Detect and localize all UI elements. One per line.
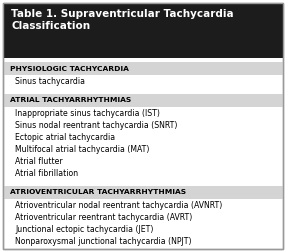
Text: Inappropriate sinus tachycardia (IST): Inappropriate sinus tachycardia (IST) bbox=[15, 109, 160, 117]
Text: ATRIAL TACHYARRHYTHMIAS: ATRIAL TACHYARRHYTHMIAS bbox=[10, 98, 131, 104]
Text: Nonparoxysmal junctional tachycardia (NPJT): Nonparoxysmal junctional tachycardia (NP… bbox=[15, 237, 192, 245]
Text: ATRIOVENTRICULAR TACHYARRHYTHMIAS: ATRIOVENTRICULAR TACHYARRHYTHMIAS bbox=[10, 190, 186, 196]
Bar bbox=[3, 62, 283, 75]
Text: Ectopic atrial tachycardia: Ectopic atrial tachycardia bbox=[15, 133, 115, 142]
Text: Classification: Classification bbox=[11, 21, 90, 31]
Text: Junctional ectopic tachycardia (JET): Junctional ectopic tachycardia (JET) bbox=[15, 225, 153, 234]
Text: Atrioventricular reentrant tachycardia (AVRT): Atrioventricular reentrant tachycardia (… bbox=[15, 212, 192, 222]
Text: Atrial fibrillation: Atrial fibrillation bbox=[15, 169, 78, 177]
Text: Multifocal atrial tachycardia (MAT): Multifocal atrial tachycardia (MAT) bbox=[15, 145, 149, 153]
Text: Sinus nodal reentrant tachycardia (SNRT): Sinus nodal reentrant tachycardia (SNRT) bbox=[15, 120, 177, 130]
Text: Atrial flutter: Atrial flutter bbox=[15, 156, 63, 166]
Text: Sinus tachycardia: Sinus tachycardia bbox=[15, 77, 85, 86]
Bar bbox=[3, 94, 283, 107]
Text: PHYSIOLOGIC TACHYCARDIA: PHYSIOLOGIC TACHYCARDIA bbox=[10, 66, 129, 72]
Text: Atrioventricular nodal reentrant tachycardia (AVNRT): Atrioventricular nodal reentrant tachyca… bbox=[15, 201, 222, 209]
Text: Table 1. Supraventricular Tachycardia: Table 1. Supraventricular Tachycardia bbox=[11, 9, 234, 19]
Bar bbox=[3, 186, 283, 199]
Bar bbox=[3, 3, 283, 58]
